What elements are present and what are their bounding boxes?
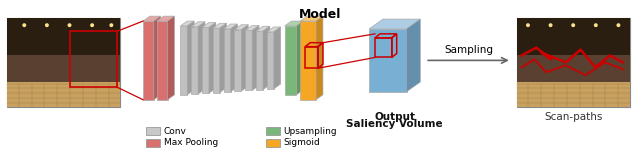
Polygon shape bbox=[143, 21, 154, 100]
Polygon shape bbox=[245, 25, 259, 30]
Polygon shape bbox=[234, 25, 248, 30]
Bar bbox=[7, 55, 120, 82]
Circle shape bbox=[45, 23, 49, 27]
Polygon shape bbox=[300, 16, 323, 21]
Bar bbox=[266, 139, 280, 147]
Polygon shape bbox=[191, 27, 198, 94]
Circle shape bbox=[68, 23, 72, 27]
Polygon shape bbox=[274, 27, 281, 89]
Polygon shape bbox=[168, 16, 175, 100]
Circle shape bbox=[526, 23, 530, 27]
Polygon shape bbox=[263, 26, 270, 90]
Bar bbox=[146, 127, 160, 135]
Polygon shape bbox=[369, 19, 420, 29]
Polygon shape bbox=[234, 30, 241, 91]
Polygon shape bbox=[191, 22, 205, 27]
Bar bbox=[146, 139, 160, 147]
Polygon shape bbox=[241, 25, 248, 91]
Text: Conv: Conv bbox=[164, 127, 186, 136]
Polygon shape bbox=[369, 29, 406, 92]
Bar bbox=[7, 18, 120, 107]
Circle shape bbox=[22, 23, 26, 27]
Text: Upsampling: Upsampling bbox=[284, 127, 337, 136]
Polygon shape bbox=[245, 30, 252, 90]
Polygon shape bbox=[296, 21, 303, 95]
Polygon shape bbox=[252, 25, 259, 90]
Polygon shape bbox=[285, 21, 303, 26]
Polygon shape bbox=[180, 26, 188, 95]
Polygon shape bbox=[256, 31, 263, 90]
Polygon shape bbox=[267, 27, 281, 32]
Polygon shape bbox=[198, 22, 205, 94]
Polygon shape bbox=[202, 23, 216, 27]
Bar bbox=[516, 18, 630, 55]
Bar bbox=[516, 55, 630, 82]
Polygon shape bbox=[188, 21, 194, 95]
Polygon shape bbox=[256, 26, 270, 31]
Bar bbox=[7, 82, 120, 107]
Polygon shape bbox=[223, 24, 237, 29]
Bar bbox=[516, 18, 630, 107]
Polygon shape bbox=[154, 16, 161, 100]
Bar bbox=[7, 18, 120, 55]
Text: Scan-paths: Scan-paths bbox=[544, 113, 602, 123]
Polygon shape bbox=[202, 27, 209, 93]
Polygon shape bbox=[157, 21, 168, 100]
Circle shape bbox=[594, 23, 598, 27]
Polygon shape bbox=[316, 16, 323, 100]
Text: Max Pooling: Max Pooling bbox=[164, 138, 218, 147]
Polygon shape bbox=[213, 23, 227, 28]
Circle shape bbox=[109, 23, 113, 27]
Circle shape bbox=[572, 23, 575, 27]
Polygon shape bbox=[223, 29, 230, 92]
Text: Saliency Volume: Saliency Volume bbox=[346, 119, 443, 129]
Polygon shape bbox=[220, 23, 227, 93]
Text: Output: Output bbox=[374, 112, 415, 122]
Bar bbox=[266, 127, 280, 135]
Text: Sigmoid: Sigmoid bbox=[284, 138, 321, 147]
Bar bbox=[70, 31, 117, 87]
Polygon shape bbox=[406, 19, 420, 92]
Text: Model: Model bbox=[299, 8, 341, 21]
Polygon shape bbox=[143, 16, 161, 21]
Polygon shape bbox=[213, 28, 220, 93]
Polygon shape bbox=[209, 23, 216, 93]
Text: Sampling: Sampling bbox=[444, 45, 493, 55]
Polygon shape bbox=[230, 24, 237, 92]
Polygon shape bbox=[180, 21, 194, 26]
Circle shape bbox=[548, 23, 552, 27]
Bar bbox=[516, 82, 630, 107]
Circle shape bbox=[90, 23, 94, 27]
Polygon shape bbox=[157, 16, 175, 21]
Polygon shape bbox=[285, 26, 296, 95]
Polygon shape bbox=[300, 21, 316, 100]
Polygon shape bbox=[267, 32, 274, 89]
Circle shape bbox=[616, 23, 620, 27]
